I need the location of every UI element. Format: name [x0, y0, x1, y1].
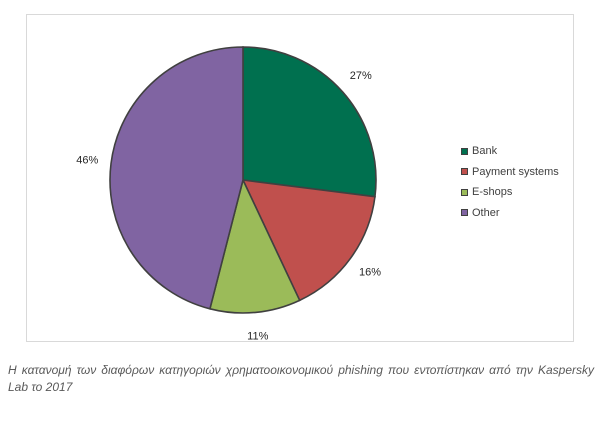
- data-label-payment-systems: 16%: [359, 266, 381, 278]
- legend-swatch: [461, 168, 468, 176]
- legend-swatch: [461, 188, 468, 196]
- chart-area: 27% 16% 11% 46% Bank Payment systems E-shops O…: [26, 14, 574, 342]
- legend-swatch: [461, 147, 468, 155]
- legend-item-e-shops: E-shops: [461, 182, 559, 203]
- pie-chart: 27% 16% 11% 46%: [76, 46, 381, 342]
- figure-caption: Η κατανομή των διαφόρων κατηγοριών χρημα…: [8, 363, 594, 394]
- pie-slice-payment-systems: [241, 179, 376, 302]
- legend-label: Other: [472, 206, 500, 219]
- legend-label: Bank: [472, 145, 498, 158]
- legend: Bank Payment systems E-shops Other: [461, 141, 559, 223]
- pie-slice-e-shops: [208, 177, 301, 314]
- data-label-other: 46%: [76, 154, 98, 166]
- pie-slice-other: [109, 46, 244, 310]
- legend-item-payment-systems: Payment systems: [461, 162, 559, 183]
- legend-item-other: Other: [461, 203, 559, 224]
- pie-slice-bank: [242, 46, 377, 198]
- legend-swatch: [461, 209, 468, 217]
- legend-label: E-shops: [472, 186, 513, 199]
- data-label-e-shops: 11%: [247, 330, 268, 342]
- legend-item-bank: Bank: [461, 141, 559, 162]
- data-label-bank: 27%: [350, 70, 372, 82]
- legend-label: Payment systems: [472, 165, 559, 178]
